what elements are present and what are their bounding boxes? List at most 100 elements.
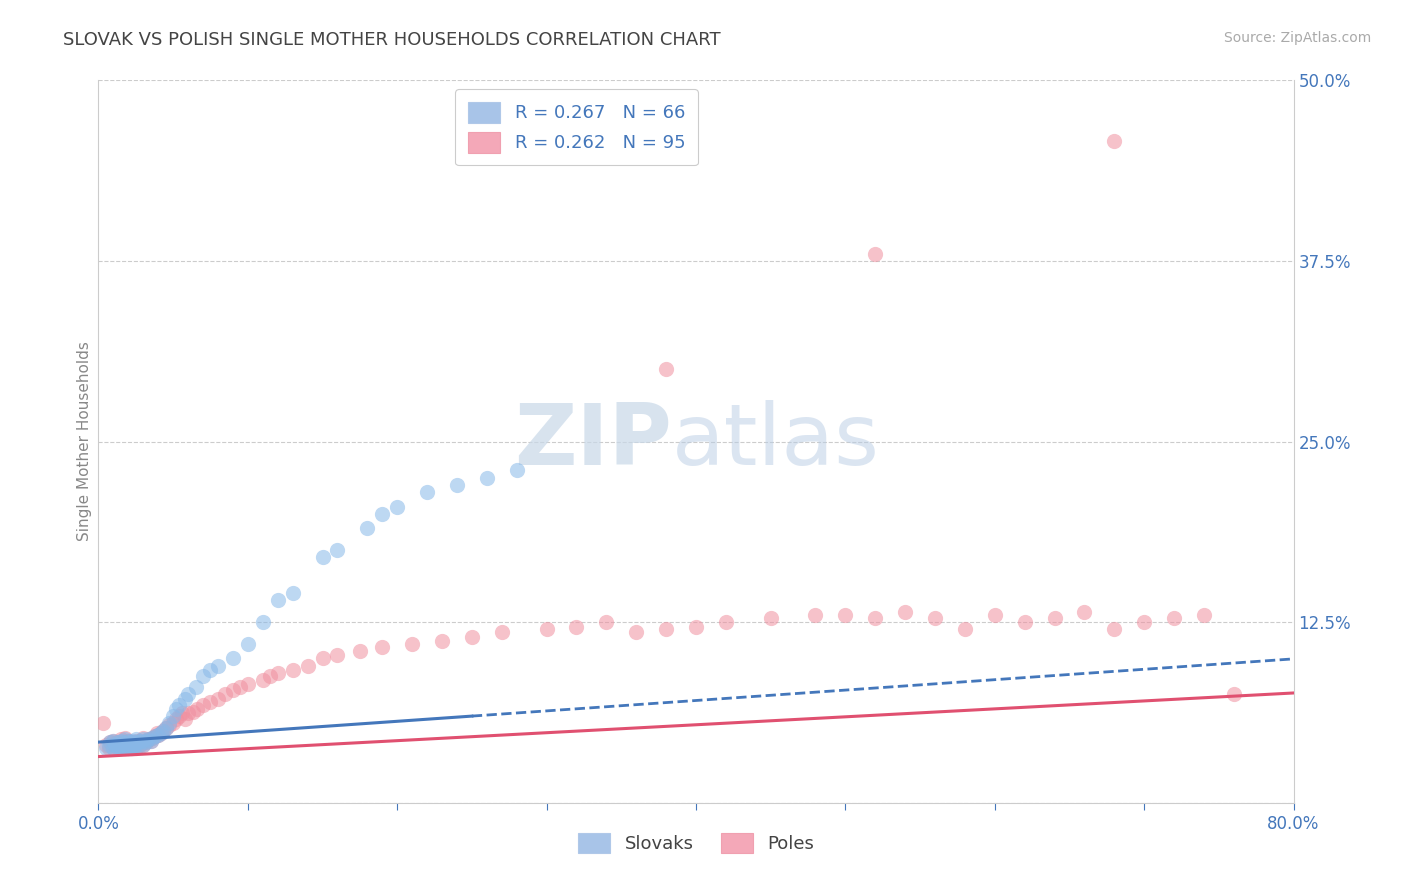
Point (103, 733, 125, 747)
Point (626, 625, 648, 640)
Point (172, 706, 194, 721)
Point (1104, 134, 1126, 148)
Point (105, 738, 128, 752)
Point (107, 735, 129, 749)
Point (110, 733, 132, 747)
Point (281, 586, 304, 600)
Point (174, 712, 197, 726)
Point (267, 665, 290, 680)
Point (565, 619, 588, 633)
Point (536, 623, 558, 637)
Point (177, 687, 200, 701)
Point (114, 740, 136, 755)
Point (141, 731, 163, 745)
Point (804, 607, 827, 622)
Point (152, 723, 174, 738)
Point (108, 738, 131, 752)
Point (214, 687, 236, 701)
Point (655, 623, 678, 637)
Point (120, 735, 142, 749)
Point (124, 738, 146, 752)
Point (117, 733, 139, 747)
Point (121, 733, 143, 747)
Point (191, 668, 214, 682)
Point (135, 735, 157, 749)
Point (117, 740, 139, 755)
Point (104, 738, 127, 752)
Point (416, 485, 439, 500)
Point (134, 733, 156, 747)
Point (207, 658, 229, 673)
Point (1223, 687, 1246, 701)
Point (107, 740, 129, 755)
Point (165, 712, 187, 726)
Point (475, 470, 498, 484)
Point (506, 463, 529, 477)
Point (135, 735, 157, 749)
Point (1163, 611, 1185, 625)
Point (1014, 615, 1036, 630)
Point (252, 615, 274, 630)
Point (138, 732, 160, 747)
Text: atlas: atlas (672, 400, 880, 483)
Point (139, 733, 162, 747)
Point (132, 738, 155, 752)
Point (128, 738, 150, 752)
Point (97, 740, 120, 755)
Point (200, 695, 222, 709)
Point (461, 630, 484, 644)
Point (104, 738, 127, 752)
Point (162, 716, 184, 731)
Point (174, 691, 197, 706)
Point (924, 611, 946, 625)
Point (111, 738, 134, 752)
Point (150, 726, 173, 740)
Point (114, 740, 136, 755)
Point (491, 625, 513, 640)
Point (117, 733, 139, 747)
Legend: Slovaks, Poles: Slovaks, Poles (565, 820, 827, 866)
Point (446, 478, 468, 492)
Point (655, 362, 678, 376)
Point (595, 615, 617, 630)
Point (865, 611, 887, 625)
Point (1133, 615, 1156, 630)
Point (132, 738, 155, 752)
Point (229, 680, 252, 694)
Point (125, 732, 148, 747)
Point (236, 637, 259, 651)
Point (121, 735, 143, 749)
Point (157, 718, 180, 732)
Point (165, 702, 187, 716)
Point (98, 735, 122, 749)
Text: ZIP: ZIP (515, 400, 672, 483)
Point (181, 705, 204, 719)
Point (148, 728, 170, 742)
Point (207, 691, 229, 706)
Point (1104, 623, 1126, 637)
Point (371, 507, 394, 521)
Point (186, 702, 208, 716)
Point (1192, 607, 1215, 622)
Point (385, 500, 409, 514)
Point (430, 634, 453, 648)
Point (259, 668, 281, 682)
Point (326, 542, 349, 557)
Point (177, 706, 200, 721)
Point (98, 735, 122, 749)
Point (132, 732, 155, 747)
Point (114, 731, 136, 745)
Point (311, 550, 333, 565)
Point (112, 735, 135, 749)
Point (200, 663, 222, 677)
Point (167, 698, 190, 712)
Point (297, 658, 319, 673)
Point (127, 733, 149, 747)
Point (184, 680, 207, 694)
Y-axis label: Single Mother Households: Single Mother Households (77, 342, 91, 541)
Point (121, 740, 143, 755)
Point (143, 729, 166, 743)
Point (311, 651, 333, 665)
Point (222, 651, 245, 665)
Point (115, 738, 138, 752)
